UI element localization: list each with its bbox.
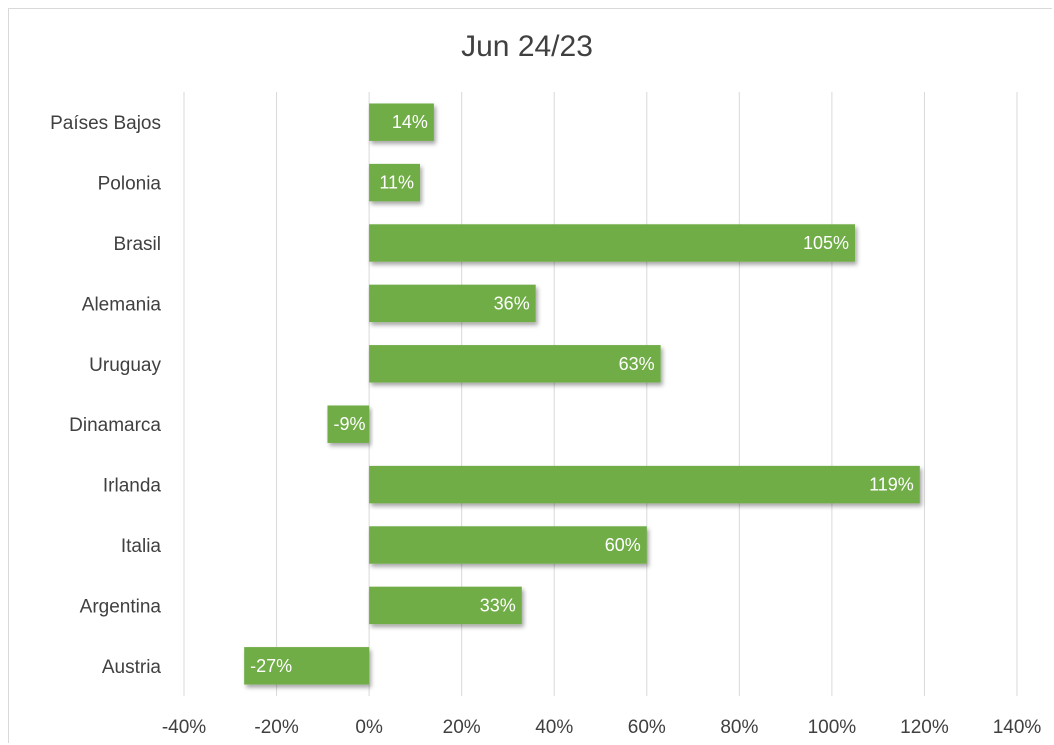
bar bbox=[369, 526, 647, 564]
data-label: 105% bbox=[803, 233, 849, 253]
bar bbox=[369, 345, 661, 383]
category-label: Países Bajos bbox=[50, 113, 161, 134]
data-label: 36% bbox=[494, 293, 530, 313]
chart-title: Jun 24/23 bbox=[461, 30, 593, 63]
category-label: Brasil bbox=[113, 234, 161, 255]
category-label: Austria bbox=[102, 657, 162, 678]
data-label: 119% bbox=[869, 475, 914, 495]
data-label: -9% bbox=[333, 414, 365, 434]
chart-frame bbox=[8, 8, 1052, 743]
x-tick-label: 80% bbox=[720, 717, 758, 738]
x-tick-label: 20% bbox=[443, 717, 481, 738]
bar bbox=[369, 103, 434, 141]
x-tick-label: 60% bbox=[628, 717, 666, 738]
x-tick-label: 40% bbox=[535, 717, 573, 738]
x-tick-label: 120% bbox=[900, 717, 949, 738]
category-label: Italia bbox=[121, 536, 162, 557]
x-tick-label: 100% bbox=[808, 717, 857, 738]
bar bbox=[369, 465, 920, 504]
category-label: Alemania bbox=[82, 294, 162, 315]
data-label: 14% bbox=[392, 112, 428, 132]
bar bbox=[327, 405, 370, 443]
category-label: Dinamarca bbox=[69, 415, 161, 436]
bar bbox=[369, 284, 536, 323]
data-label: 60% bbox=[605, 535, 641, 555]
category-label: Polonia bbox=[98, 174, 162, 195]
data-label: 33% bbox=[480, 595, 516, 615]
bar bbox=[244, 647, 370, 685]
x-tick-label: 140% bbox=[993, 717, 1042, 738]
data-label: -27% bbox=[250, 656, 292, 676]
x-tick-label: -20% bbox=[254, 717, 298, 738]
category-label: Uruguay bbox=[89, 355, 161, 376]
bar bbox=[369, 224, 856, 262]
x-tick-label: 0% bbox=[355, 717, 383, 738]
data-label: 63% bbox=[619, 354, 655, 374]
bar bbox=[369, 163, 421, 202]
category-label: Irlanda bbox=[103, 476, 162, 497]
bar bbox=[369, 586, 522, 625]
x-tick-label: -40% bbox=[162, 717, 206, 738]
category-label: Argentina bbox=[80, 596, 162, 617]
data-label: 11% bbox=[379, 173, 414, 193]
